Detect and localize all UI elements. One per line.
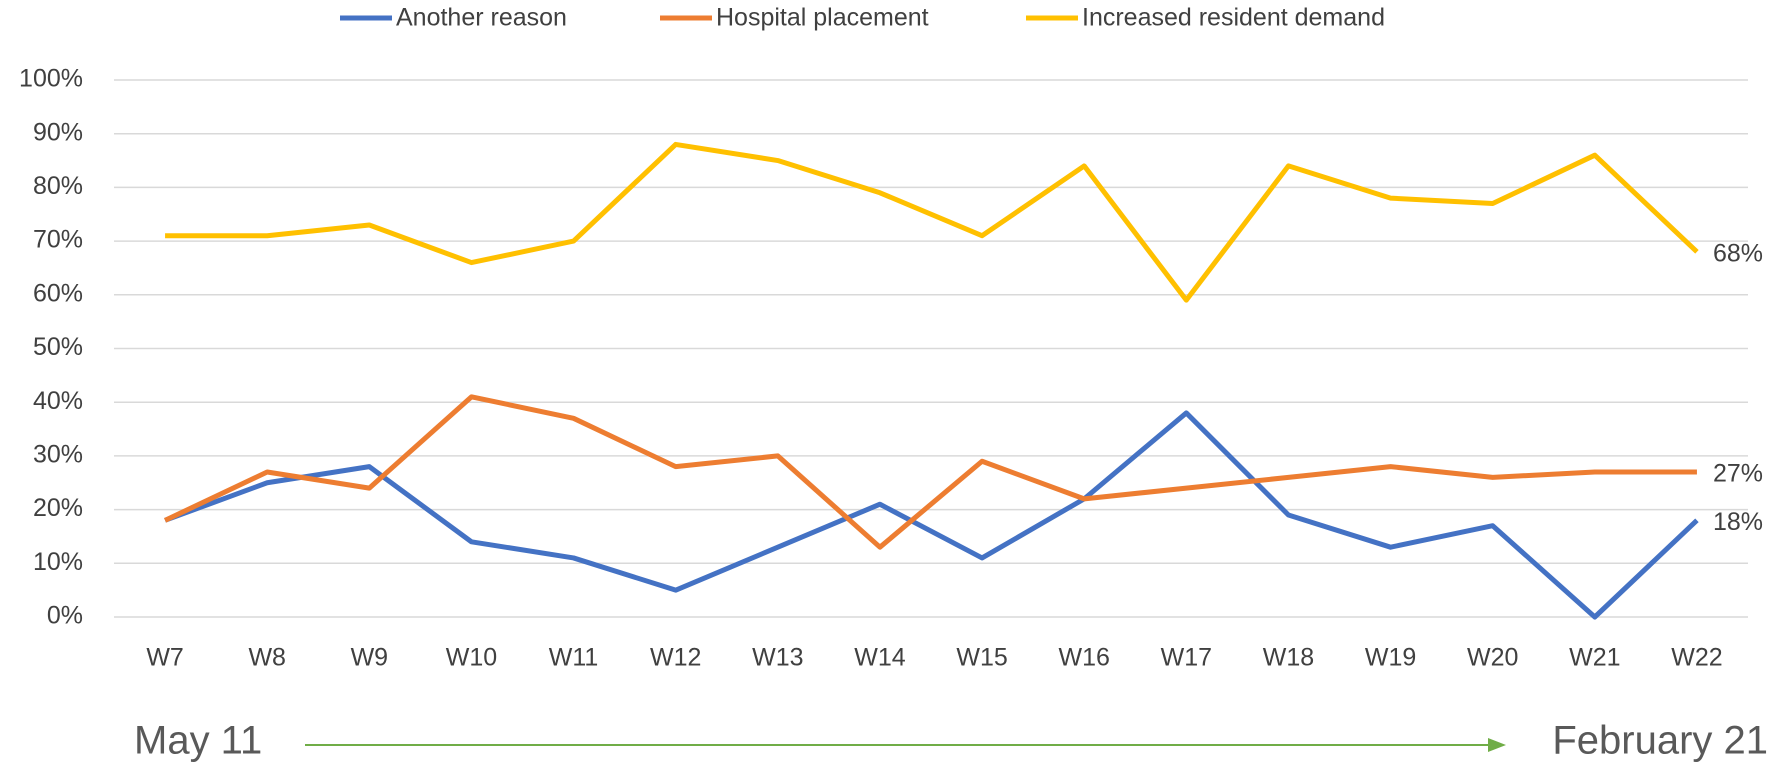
x-tick-label: W12	[650, 644, 701, 672]
y-tick-label: 80%	[33, 172, 83, 200]
x-tick-label: W11	[549, 644, 599, 672]
x-tick-label: W22	[1671, 644, 1722, 672]
x-tick-label: W20	[1467, 644, 1518, 672]
x-tick-label: W17	[1161, 644, 1212, 672]
series-line	[165, 141, 1699, 303]
x-tick-label: W21	[1569, 644, 1620, 672]
x-tick-label: W13	[752, 644, 803, 672]
x-tick-label: W9	[351, 644, 389, 672]
x-tick-label: W16	[1058, 644, 1109, 672]
y-tick-label: 40%	[33, 387, 83, 415]
timeline-arrowhead	[1488, 738, 1506, 752]
end-label: February 21	[1552, 719, 1768, 763]
y-tick-label: 10%	[33, 548, 83, 576]
series-line	[164, 410, 1699, 620]
x-tick-label: W18	[1263, 644, 1314, 672]
x-tick-label: W14	[854, 644, 906, 672]
y-tick-label: 0%	[47, 602, 83, 630]
series-line	[163, 394, 1697, 550]
start-label: May 11	[134, 719, 262, 763]
legend-label: Hospital placement	[716, 4, 929, 32]
y-tick-label: 20%	[33, 494, 83, 522]
y-tick-label: 50%	[33, 333, 83, 361]
data-label: 68%	[1713, 239, 1763, 267]
y-tick-label: 30%	[33, 441, 83, 469]
data-label: 18%	[1713, 508, 1763, 536]
y-tick-label: 90%	[33, 118, 83, 146]
y-tick-label: 100%	[19, 65, 83, 93]
x-tick-label: W7	[146, 644, 184, 672]
legend-label: Another reason	[396, 4, 567, 32]
y-tick-label: 70%	[33, 226, 83, 254]
legend-label: Increased resident demand	[1082, 4, 1385, 32]
x-tick-label: W19	[1365, 644, 1416, 672]
data-label: 27%	[1713, 460, 1763, 488]
x-tick-label: W15	[956, 644, 1007, 672]
x-tick-label: W8	[248, 644, 286, 672]
y-tick-label: 60%	[33, 279, 83, 307]
x-tick-label: W10	[446, 644, 497, 672]
